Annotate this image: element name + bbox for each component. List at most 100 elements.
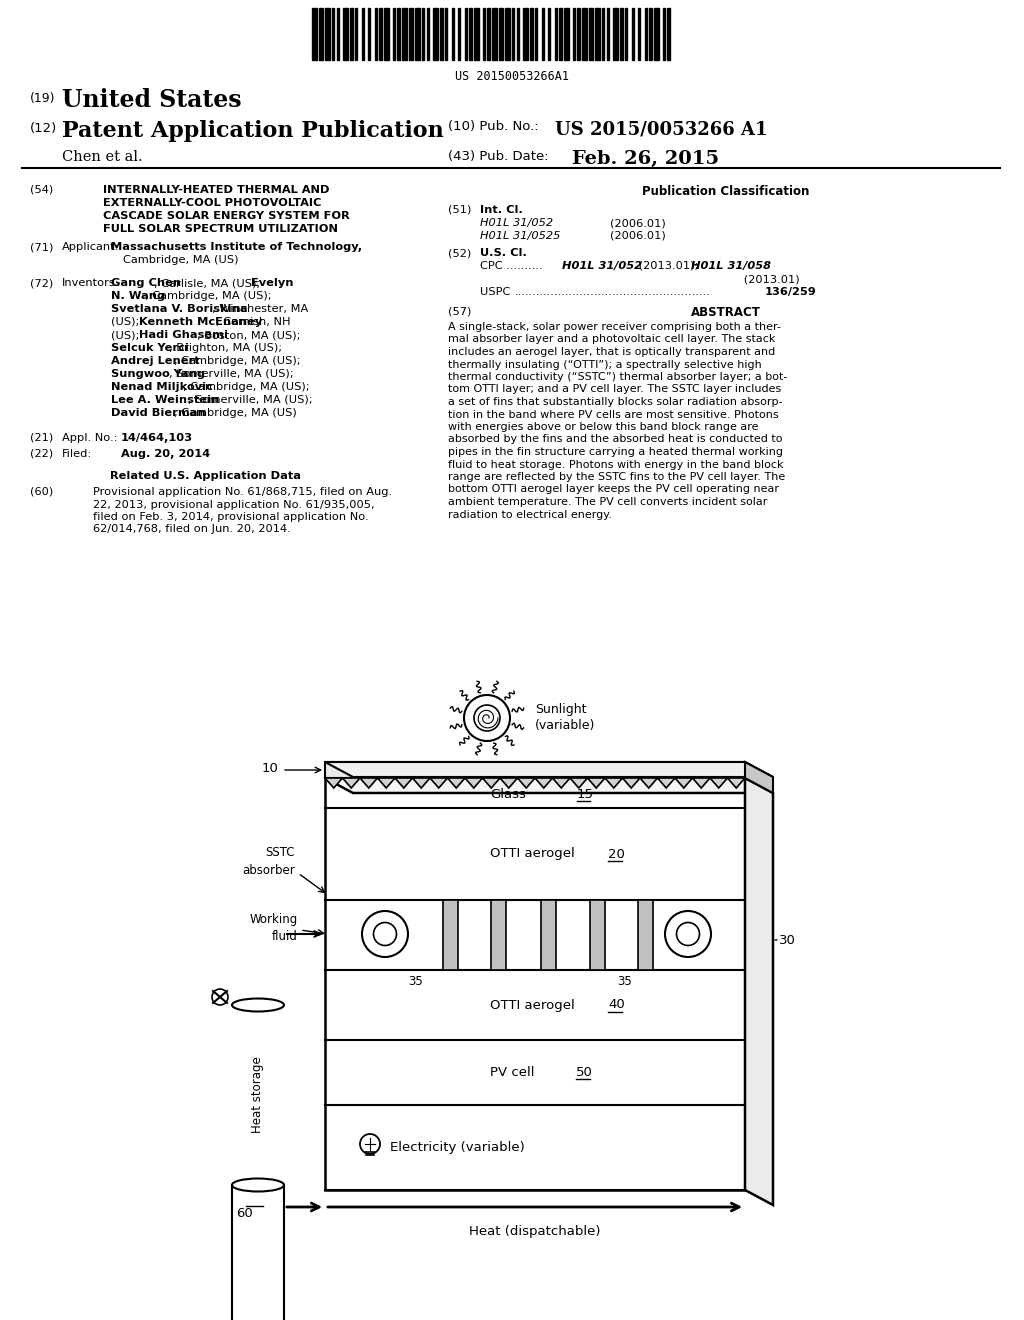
- Bar: [564, 8, 569, 59]
- Bar: [654, 8, 659, 59]
- Bar: [589, 8, 593, 59]
- Bar: [663, 8, 665, 59]
- Text: H01L 31/052: H01L 31/052: [480, 218, 553, 228]
- Text: H01L 31/0525: H01L 31/0525: [480, 231, 560, 242]
- Bar: [453, 8, 455, 59]
- Text: Feb. 26, 2015: Feb. 26, 2015: [572, 150, 719, 168]
- Bar: [422, 8, 424, 59]
- Polygon shape: [325, 777, 773, 793]
- Text: US 20150053266A1: US 20150053266A1: [455, 70, 569, 83]
- Text: 136/259: 136/259: [765, 286, 817, 297]
- Bar: [375, 8, 377, 59]
- Text: (51): (51): [449, 205, 471, 215]
- Text: Aug. 20, 2014: Aug. 20, 2014: [121, 449, 210, 459]
- Bar: [465, 8, 467, 59]
- Text: (19): (19): [30, 92, 55, 106]
- Text: , Cornish, NH: , Cornish, NH: [216, 317, 291, 327]
- Text: Sunlight: Sunlight: [535, 704, 587, 717]
- Text: ambient temperature. The PV cell converts incident solar: ambient temperature. The PV cell convert…: [449, 498, 767, 507]
- Bar: [343, 8, 348, 59]
- Text: United States: United States: [62, 88, 242, 112]
- Text: Applicant:: Applicant:: [62, 242, 120, 252]
- Text: , Somerville, MA (US);: , Somerville, MA (US);: [169, 370, 294, 379]
- Text: Lee A. Weinstein: Lee A. Weinstein: [111, 395, 219, 405]
- Bar: [490, 900, 506, 970]
- Text: David Bierman: David Bierman: [111, 408, 206, 418]
- Bar: [337, 8, 339, 59]
- Text: Cambridge, MA (US): Cambridge, MA (US): [123, 255, 239, 265]
- Bar: [396, 8, 400, 59]
- Polygon shape: [745, 777, 773, 1205]
- Text: radiation to electrical energy.: radiation to electrical energy.: [449, 510, 612, 520]
- Text: Nenad Miljkovic: Nenad Miljkovic: [111, 381, 213, 392]
- Text: , Carlisle, MA (US);: , Carlisle, MA (US);: [155, 279, 264, 288]
- Polygon shape: [325, 762, 773, 777]
- Text: (variable): (variable): [535, 719, 595, 733]
- Bar: [543, 8, 544, 59]
- Polygon shape: [325, 777, 745, 788]
- Text: OTTI aerogel: OTTI aerogel: [490, 847, 574, 861]
- Text: 35: 35: [408, 975, 423, 987]
- Bar: [325, 777, 745, 1191]
- Text: (12): (12): [30, 121, 57, 135]
- Text: N. Wang: N. Wang: [111, 290, 165, 301]
- Text: (22): (22): [30, 449, 53, 459]
- Text: Patent Application Publication: Patent Application Publication: [62, 120, 443, 143]
- Text: tom OTTI layer; and a PV cell layer. The SSTC layer includes: tom OTTI layer; and a PV cell layer. The…: [449, 384, 781, 395]
- Bar: [577, 8, 581, 59]
- Text: Provisional application No. 61/868,715, filed on Aug.: Provisional application No. 61/868,715, …: [93, 487, 392, 498]
- Text: USPC: USPC: [480, 286, 510, 297]
- Polygon shape: [745, 762, 773, 793]
- Text: Appl. No.:: Appl. No.:: [62, 433, 118, 444]
- Bar: [379, 8, 382, 59]
- Text: Evelyn: Evelyn: [251, 279, 294, 288]
- Bar: [512, 8, 514, 59]
- Bar: [325, 8, 330, 59]
- Bar: [541, 900, 556, 970]
- Text: CPC ..........: CPC ..........: [480, 261, 543, 271]
- Text: (US);: (US);: [111, 330, 143, 341]
- Bar: [612, 8, 618, 59]
- Text: Filed:: Filed:: [62, 449, 92, 459]
- Bar: [522, 8, 528, 59]
- Text: , Cambridge, MA (US);: , Cambridge, MA (US);: [183, 381, 310, 392]
- Text: , Winchester, MA: , Winchester, MA: [212, 304, 308, 314]
- Text: OTTI aerogel: OTTI aerogel: [490, 998, 574, 1011]
- Bar: [667, 8, 670, 59]
- Text: H01L 31/052: H01L 31/052: [562, 261, 642, 271]
- Text: filed on Feb. 3, 2014, provisional application No.: filed on Feb. 3, 2014, provisional appli…: [93, 512, 369, 521]
- Text: (71): (71): [30, 242, 53, 252]
- Text: a set of fins that substantially blocks solar radiation absorp-: a set of fins that substantially blocks …: [449, 397, 782, 407]
- Text: mal absorber layer and a photovoltaic cell layer. The stack: mal absorber layer and a photovoltaic ce…: [449, 334, 775, 345]
- Bar: [325, 762, 745, 777]
- Text: (US);: (US);: [111, 317, 143, 327]
- Bar: [492, 8, 498, 59]
- Text: Glass: Glass: [490, 788, 526, 800]
- Text: 35: 35: [617, 975, 632, 987]
- Text: (21): (21): [30, 433, 53, 444]
- Bar: [355, 8, 357, 59]
- Text: (2013.01);: (2013.01);: [635, 261, 702, 271]
- Bar: [312, 8, 317, 59]
- Text: Related U.S. Application Data: Related U.S. Application Data: [110, 471, 300, 480]
- Text: SSTC
absorber: SSTC absorber: [243, 846, 295, 878]
- Bar: [573, 8, 574, 59]
- Bar: [638, 900, 653, 970]
- Bar: [415, 8, 420, 59]
- Bar: [607, 8, 609, 59]
- Text: includes an aerogel layer, that is optically transparent and: includes an aerogel layer, that is optic…: [449, 347, 775, 356]
- Bar: [645, 8, 647, 59]
- Bar: [469, 8, 472, 59]
- Text: , Somerville, MA (US);: , Somerville, MA (US);: [188, 395, 313, 405]
- Text: 10: 10: [261, 763, 278, 776]
- Bar: [474, 8, 479, 59]
- Text: A single-stack, solar power receiver comprising both a ther-: A single-stack, solar power receiver com…: [449, 322, 781, 333]
- Bar: [536, 8, 537, 59]
- Text: 22, 2013, provisional application No. 61/935,005,: 22, 2013, provisional application No. 61…: [93, 499, 375, 510]
- Bar: [439, 8, 443, 59]
- Text: Working
fluid: Working fluid: [250, 912, 298, 944]
- Text: tion in the band where PV cells are most sensitive. Photons: tion in the band where PV cells are most…: [449, 409, 778, 420]
- Text: Heat storage: Heat storage: [252, 1056, 264, 1134]
- Bar: [626, 8, 627, 59]
- Text: thermally insulating (“OTTI”); a spectrally selective high: thermally insulating (“OTTI”); a spectra…: [449, 359, 762, 370]
